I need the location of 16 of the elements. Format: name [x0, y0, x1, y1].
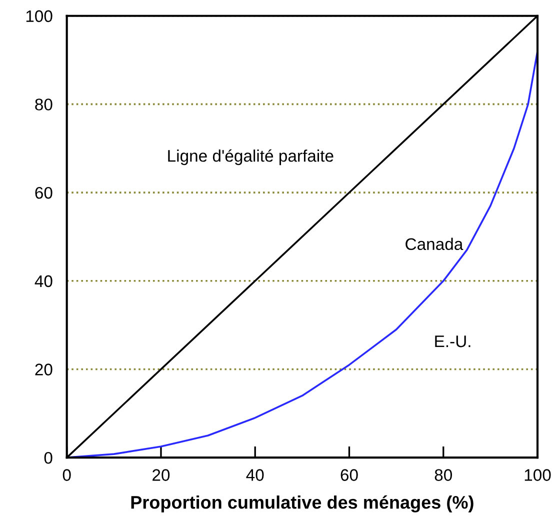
x-axis-title: Proportion cumulative des ménages (%)	[131, 495, 474, 512]
x-tick-label: 20	[152, 469, 170, 481]
y-tick-label: 80	[35, 98, 52, 110]
annotation: E.-U.	[435, 336, 470, 348]
x-tick-label: 0	[62, 469, 71, 481]
x-tick-label: 80	[434, 469, 452, 481]
y-tick-label: 60	[35, 186, 52, 199]
y-tick-label: 20	[35, 364, 52, 376]
x-tick-label: 40	[246, 469, 264, 481]
annotation: Ligne d'égalité parfaite	[168, 149, 334, 166]
x-tick-label: 100	[524, 469, 551, 481]
y-tick-label: 40	[34, 275, 52, 288]
y-tick-label: 100	[26, 10, 52, 22]
x-tick-label: 60	[340, 469, 358, 481]
y-tick-label: 0	[44, 452, 52, 464]
annotation: Canada	[406, 238, 464, 250]
